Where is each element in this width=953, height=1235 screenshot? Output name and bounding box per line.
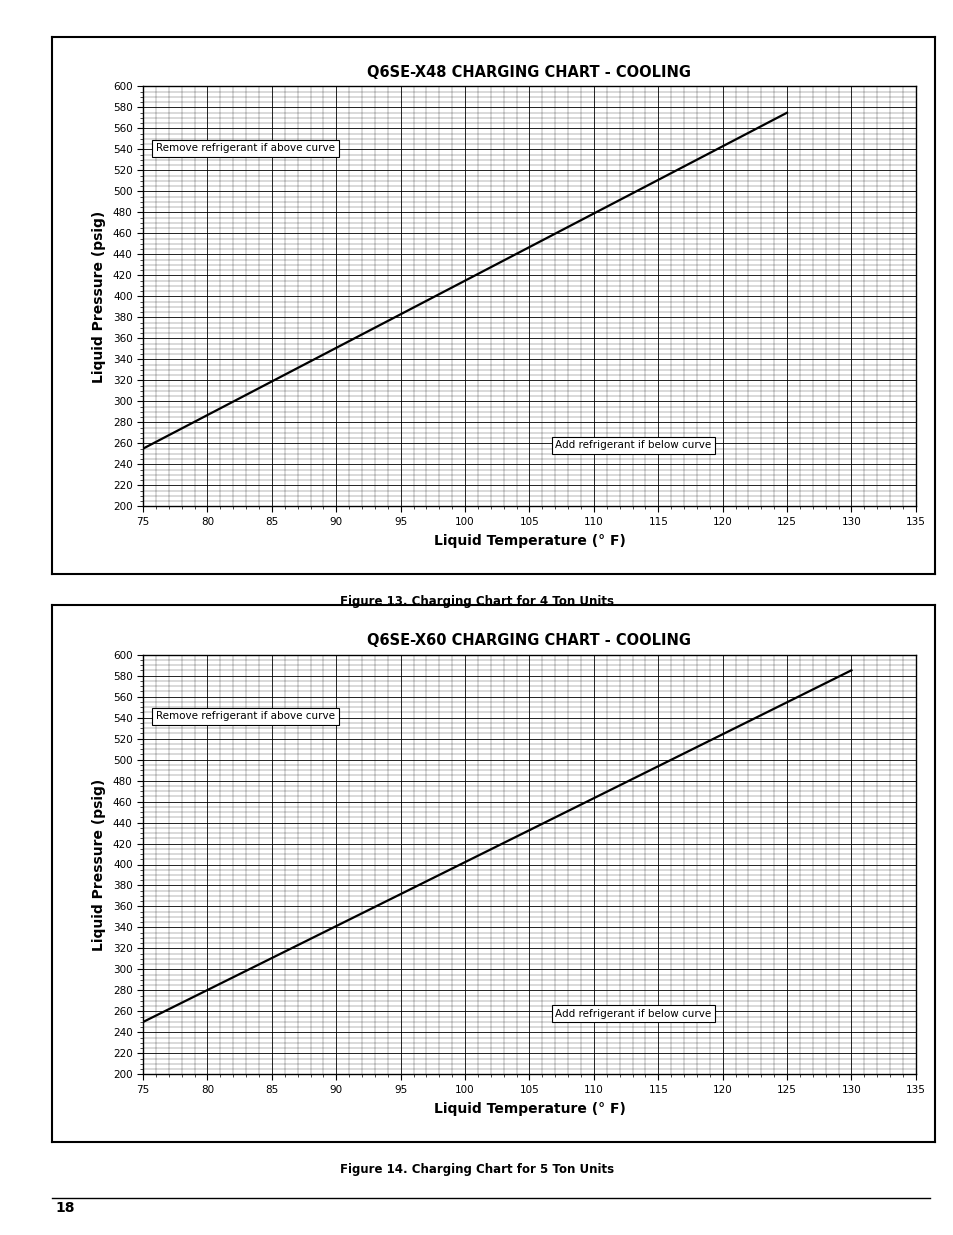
Text: Remove refrigerant if above curve: Remove refrigerant if above curve [155, 711, 335, 721]
Text: 18: 18 [55, 1200, 74, 1215]
Text: Figure 13. Charging Chart for 4 Ton Units: Figure 13. Charging Chart for 4 Ton Unit… [339, 595, 614, 608]
Title: Q6SE-X48 CHARGING CHART - COOLING: Q6SE-X48 CHARGING CHART - COOLING [367, 64, 691, 80]
Text: Add refrigerant if below curve: Add refrigerant if below curve [555, 441, 711, 451]
Y-axis label: Liquid Pressure (psig): Liquid Pressure (psig) [91, 210, 106, 383]
X-axis label: Liquid Temperature (° F): Liquid Temperature (° F) [433, 1102, 625, 1115]
Title: Q6SE-X60 CHARGING CHART - COOLING: Q6SE-X60 CHARGING CHART - COOLING [367, 632, 691, 648]
X-axis label: Liquid Temperature (° F): Liquid Temperature (° F) [433, 534, 625, 547]
Y-axis label: Liquid Pressure (psig): Liquid Pressure (psig) [91, 778, 106, 951]
Text: Add refrigerant if below curve: Add refrigerant if below curve [555, 1009, 711, 1019]
Text: Figure 14. Charging Chart for 5 Ton Units: Figure 14. Charging Chart for 5 Ton Unit… [339, 1163, 614, 1176]
Text: Remove refrigerant if above curve: Remove refrigerant if above curve [155, 143, 335, 153]
